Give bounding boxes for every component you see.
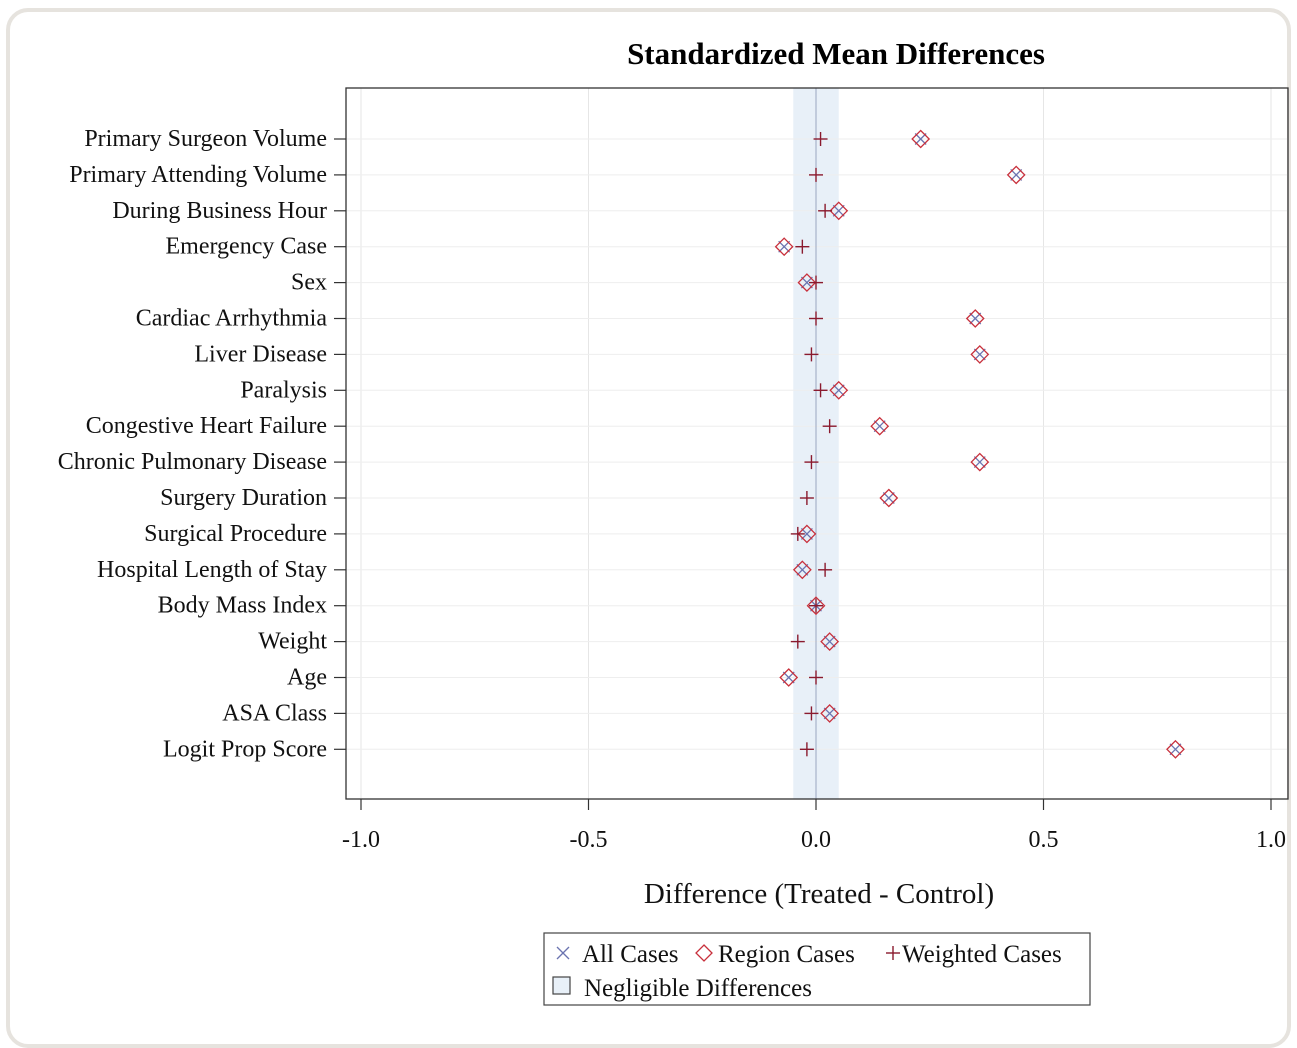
data-point [870,416,890,436]
legend-marker-region-cases [695,944,713,962]
data-point [795,239,810,254]
legend-marker-all-cases [556,946,570,960]
plot-frame [345,87,1289,800]
data-point [911,129,931,149]
data-point [970,452,990,472]
x-axis-label: Difference (Treated - Control) [644,878,994,910]
data-point [799,742,814,757]
data-point [799,491,814,505]
data-point [818,562,833,577]
data-point [804,347,819,362]
data-point [797,524,817,544]
category-label: Body Mass Index [158,593,327,619]
data-point [829,380,849,400]
data-point [823,635,836,648]
category-label: Surgical Procedure [144,521,327,547]
legend-label-weighted-cases: Weighted Cases [902,941,1062,968]
category-label: Emergency Case [166,234,328,260]
data-point [800,276,813,289]
data-point [790,634,805,649]
data-point [820,703,840,723]
data-point [774,237,794,257]
data-point [970,344,990,364]
legend-label-negligible: Negligible Differences [584,975,812,1002]
data-point [818,203,833,218]
data-point [1169,743,1182,756]
data-point [792,560,812,580]
legend-box [543,932,1091,1006]
data-point [809,670,823,685]
data-point [914,133,927,145]
data-point [779,668,799,687]
data-point [796,563,809,576]
data-point [823,707,836,720]
chart-frame [6,8,1291,1048]
x-tick-label: -0.5 [570,827,608,853]
data-point [873,420,886,433]
category-label: Hospital Length of Stay [97,557,327,583]
category-label: Liver Disease [194,341,327,367]
data-point [804,706,819,721]
data-point [813,383,828,398]
data-point [782,671,795,684]
data-point [879,488,899,508]
category-label: Sex [291,270,327,296]
x-tick-label: 1.0 [1256,827,1286,853]
data-point [809,167,823,182]
plot-area: Primary Surgeon Volume Primary Attending … [58,87,1289,853]
data-point [797,273,817,293]
legend-marker-weighted-cases [886,946,900,960]
category-label: Chronic Pulmonary Disease [58,449,327,475]
data-point [832,204,845,217]
data-point [822,419,837,434]
category-label: Age [287,665,327,691]
legend: All Cases Region Cases Weighted Cases Negli… [543,932,1091,1006]
category-label: Surgery Duration [160,485,327,511]
data-point [820,632,840,652]
x-tick-label: -1.0 [342,827,380,853]
data-point [829,201,849,221]
series-weighted-cases [790,132,837,757]
data-point [809,311,823,326]
chart-title: Standardized Mean Differences [627,36,1045,71]
category-label: ASA Class [222,700,327,726]
category-label: During Business Hour [112,198,327,224]
data-point [806,596,826,616]
legend-marker-negligible [552,976,571,995]
data-point [809,275,823,290]
category-label: Congestive Heart Failure [86,413,327,439]
series-region-cases [774,129,1185,759]
category-label: Logit Prop Score [163,736,327,762]
data-point [1010,168,1023,181]
data-point [790,526,805,541]
data-point [882,492,895,504]
data-point [813,132,828,146]
data-point [973,456,986,469]
category-label: Weight [258,629,327,655]
category-label: Primary Surgeon Volume [84,126,327,152]
data-point [832,384,845,397]
data-point [778,240,791,253]
x-tick-label: 0.5 [1029,827,1059,853]
series-all-cases [778,133,1182,756]
data-point [804,455,819,470]
data-point [969,312,982,325]
data-point [809,598,823,613]
data-point [1166,739,1185,759]
data-point [973,348,986,361]
data-point [800,527,813,540]
data-point [965,309,985,328]
category-label: Primary Attending Volume [69,162,327,188]
legend-label-all-cases: All Cases [582,941,679,968]
category-label: Cardiac Arrhythmia [136,306,328,332]
data-point [1006,165,1026,185]
category-label: Paralysis [240,377,327,403]
legend-label-region-cases: Region Cases [718,941,855,968]
x-tick-label: 0.0 [801,827,831,853]
